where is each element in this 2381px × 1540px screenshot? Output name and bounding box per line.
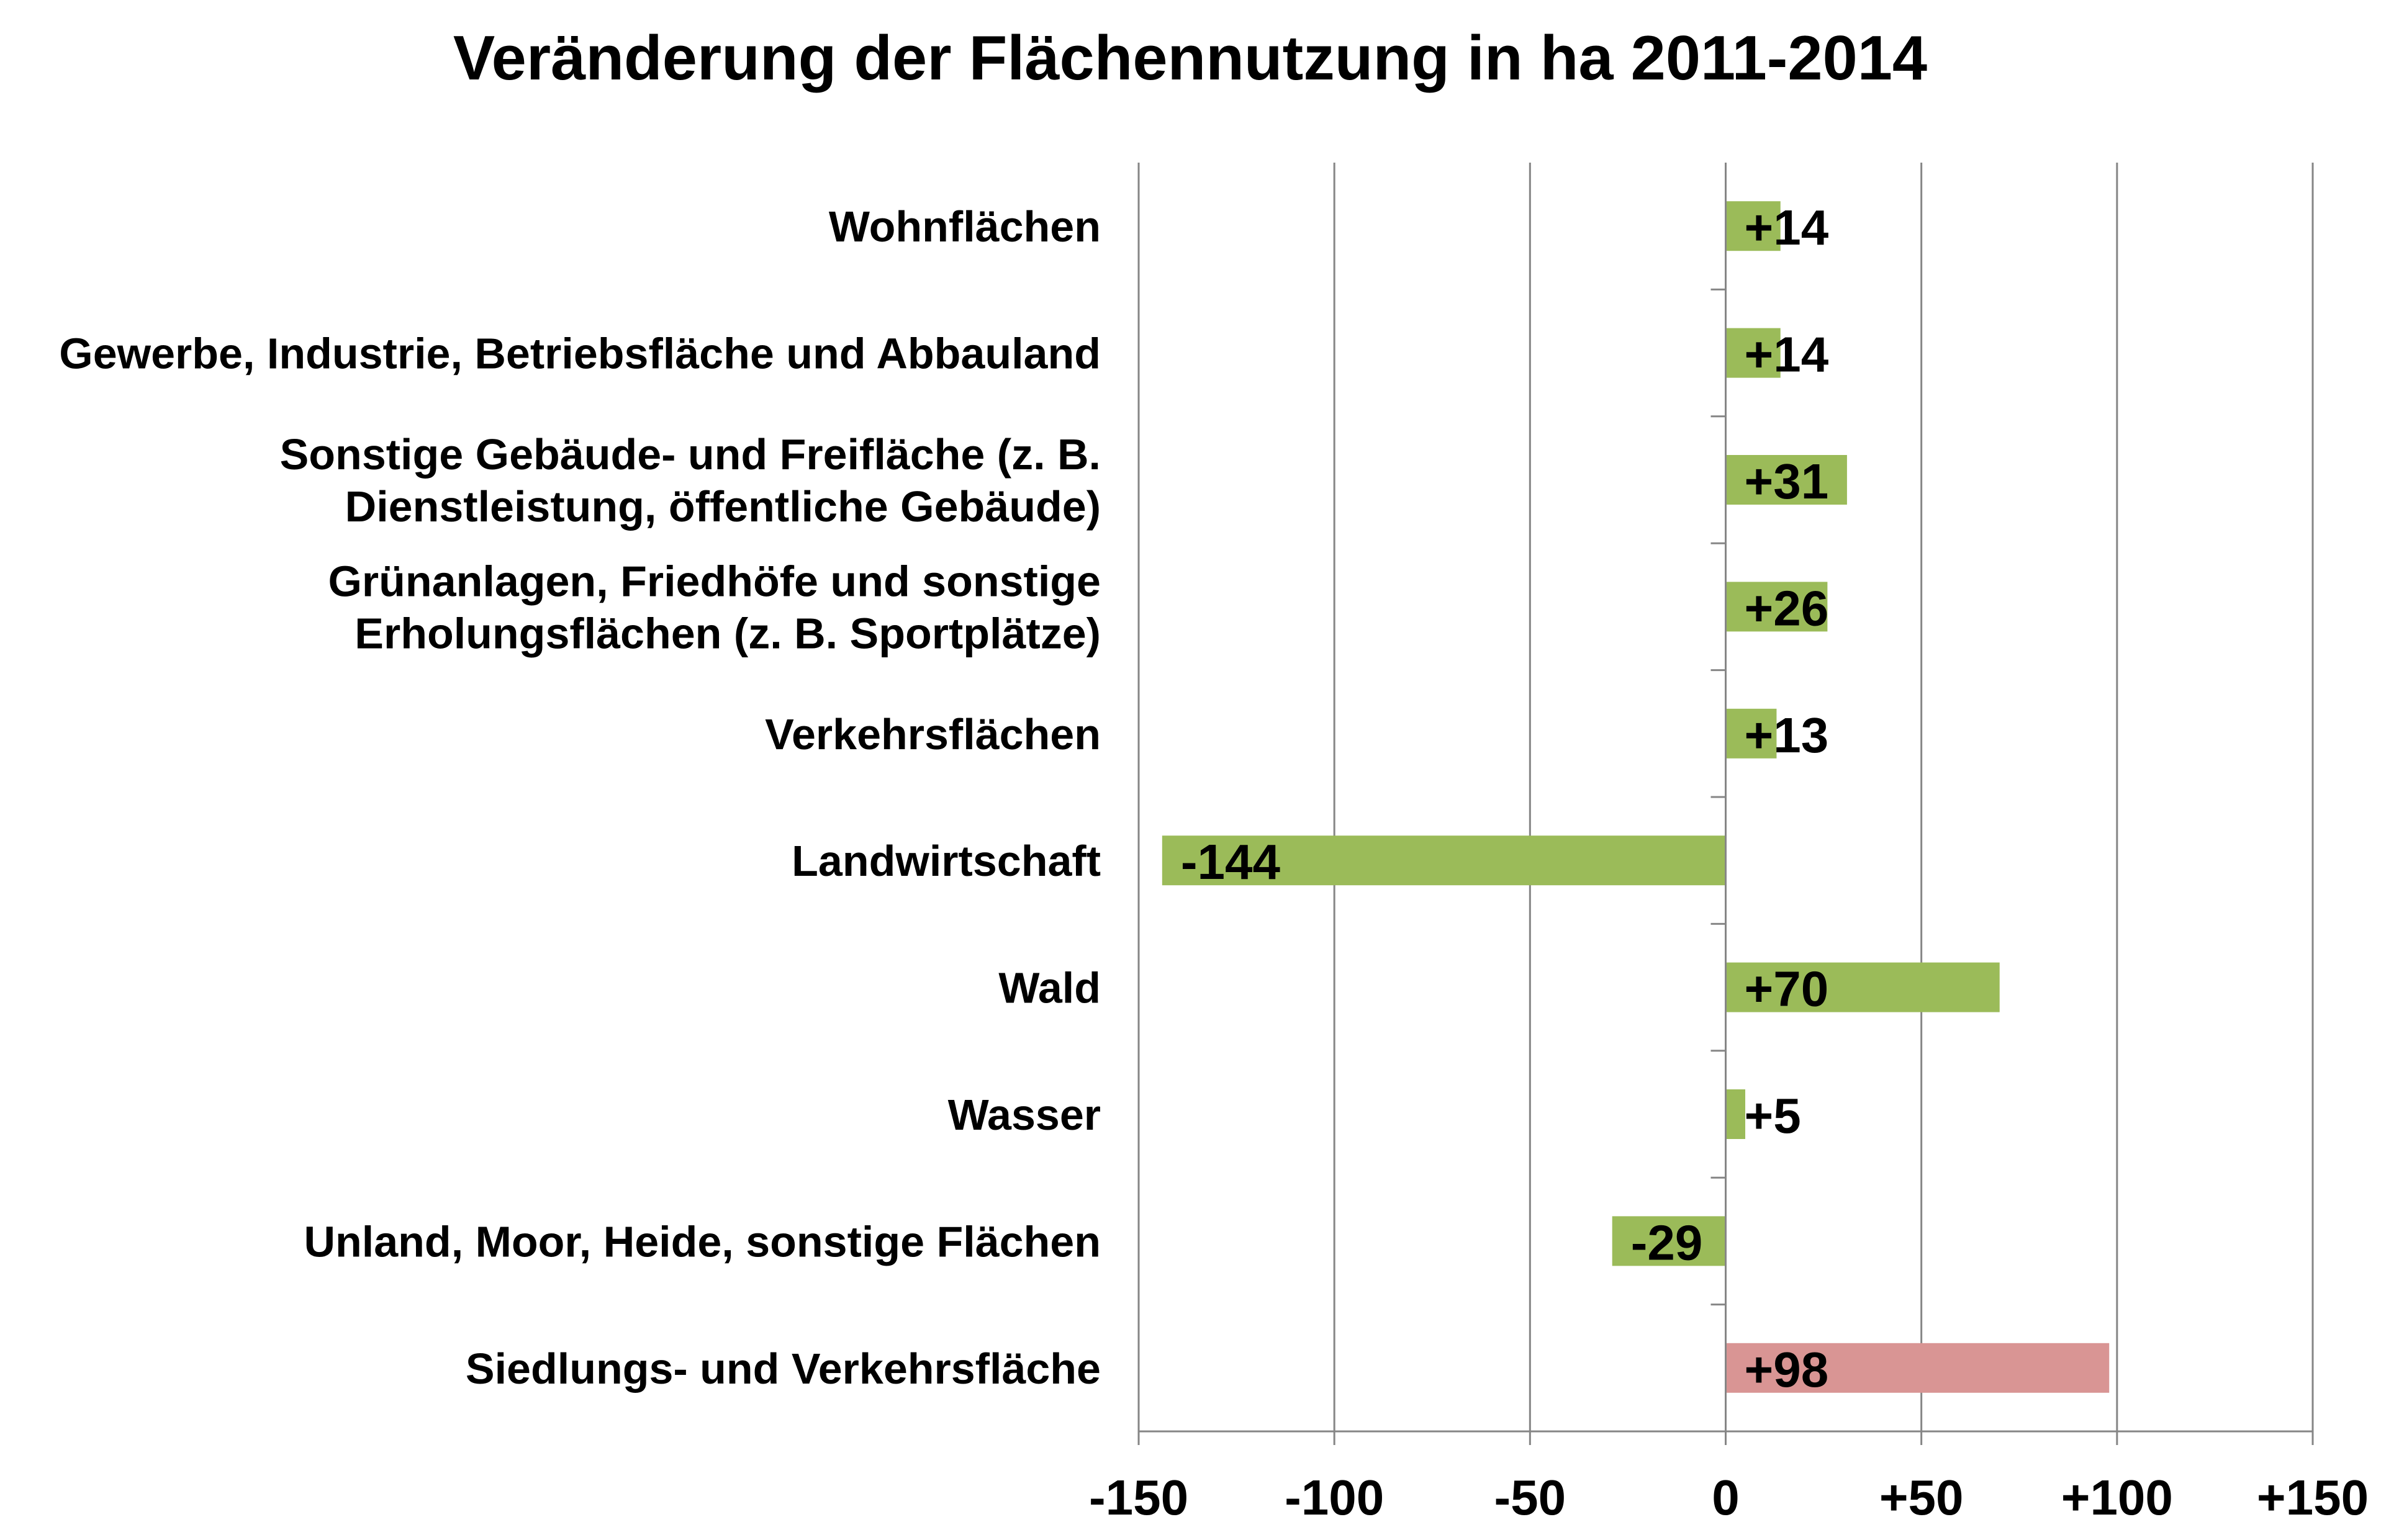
data-label-9: +98 (1745, 1342, 1829, 1397)
bar-0 (1725, 201, 1781, 251)
category-label-5: Landwirtschaft (792, 837, 1101, 885)
data-label-6: +70 (1745, 961, 1829, 1017)
category-label-line: Grünanlagen, Friedhöfe und sonstige (328, 557, 1101, 605)
category-label-1: Gewerbe, Industrie, Betriebsfläche und A… (59, 330, 1101, 378)
category-label-line: Siedlungs- und Verkehrsfläche (466, 1344, 1101, 1393)
category-label-line: Wald (998, 964, 1101, 1012)
bar-8 (1612, 1216, 1726, 1266)
category-label-line: Gewerbe, Industrie, Betriebsfläche und A… (59, 330, 1101, 378)
axes (1137, 163, 2314, 1445)
category-label-line: Erholungsflächen (z. B. Sportplätze) (355, 609, 1101, 657)
category-label-6: Wald (998, 964, 1101, 1012)
data-label-0: +14 (1745, 200, 1829, 255)
category-label-line: Sonstige Gebäude- und Freifläche (z. B. (280, 430, 1101, 479)
bar-6 (1725, 962, 2000, 1012)
category-label-line: Landwirtschaft (792, 837, 1101, 885)
data-label-5: -144 (1181, 834, 1281, 889)
category-labels: Wohnflächen Gewerbe, Industrie, Betriebsf… (59, 202, 1101, 1393)
bar-7 (1725, 1089, 1746, 1139)
category-label-3: Grünanlagen, Friedhöfe und sonstige Erhol… (328, 557, 1101, 657)
data-label-8: -29 (1631, 1215, 1703, 1270)
x-tick-label-0: -150 (1089, 1470, 1188, 1525)
bar-9 (1725, 1343, 2110, 1393)
gridlines (1137, 163, 2314, 1431)
x-tick-label-3: 0 (1712, 1470, 1740, 1525)
x-tick-label-4: +50 (1879, 1470, 1964, 1525)
category-label-line: Unland, Moor, Heide, sonstige Flächen (304, 1217, 1101, 1266)
category-label-line: Wasser (948, 1091, 1101, 1139)
category-label-7: Wasser (948, 1091, 1101, 1139)
data-label-1: +14 (1745, 327, 1829, 382)
category-label-2: Sonstige Gebäude- und Freifläche (z. B. D… (280, 430, 1101, 531)
x-tick-labels: -150 -100 -50 0 +50 +100 +150 (1089, 1470, 2369, 1525)
category-label-line: Wohnflächen (829, 202, 1101, 251)
x-tick-label-1: -100 (1285, 1470, 1384, 1525)
category-label-4: Verkehrsflächen (765, 710, 1101, 759)
data-label-4: +13 (1745, 708, 1829, 763)
data-label-3: +26 (1745, 580, 1829, 636)
bar-3 (1725, 582, 1828, 632)
x-tick-label-2: -50 (1494, 1470, 1566, 1525)
bar-5 (1162, 835, 1726, 886)
category-label-line: Verkehrsflächen (765, 710, 1101, 759)
data-label-2: +31 (1745, 454, 1829, 509)
bar-2 (1725, 455, 1847, 505)
data-labels: +14 +14 +31 +26 +13 -144 +70 +5 -29 +98 (1181, 200, 1829, 1397)
bar-4 (1725, 708, 1777, 759)
data-label-7: +5 (1745, 1088, 1801, 1143)
bar-1 (1725, 328, 1781, 378)
category-label-0: Wohnflächen (829, 202, 1101, 251)
x-tick-label-5: +100 (2061, 1470, 2173, 1525)
category-label-9: Siedlungs- und Verkehrsfläche (466, 1344, 1101, 1393)
x-tick-label-6: +150 (2257, 1470, 2369, 1525)
bars (1162, 201, 2110, 1393)
chart-title: Veränderung der Flächennutzung in ha 201… (453, 24, 1927, 93)
category-label-8: Unland, Moor, Heide, sonstige Flächen (304, 1217, 1101, 1266)
category-label-line: Dienstleistung, öffentliche Gebäude) (345, 482, 1101, 531)
